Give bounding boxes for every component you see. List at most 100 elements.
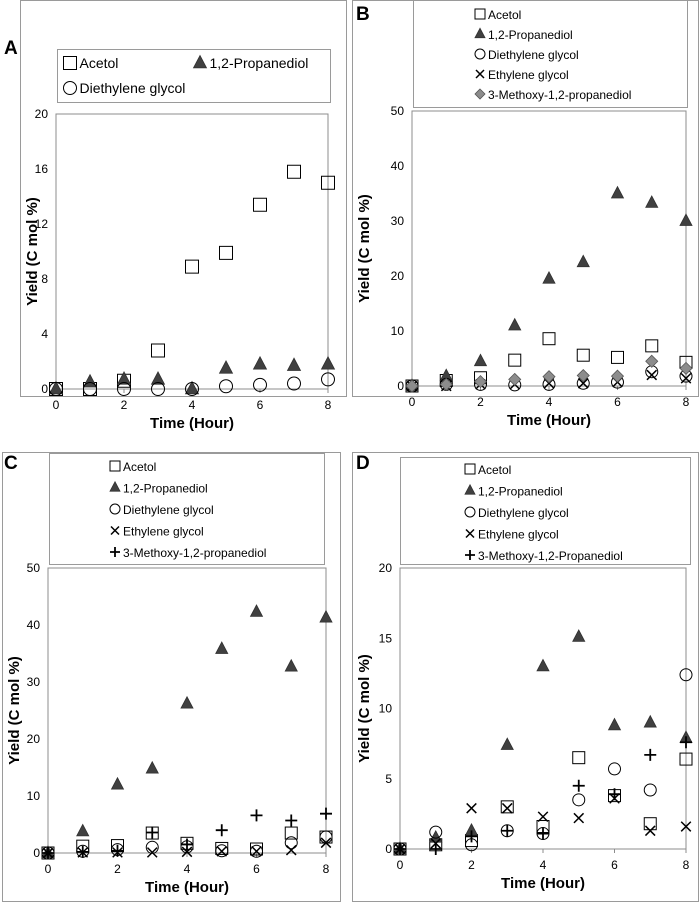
data-point-x xyxy=(680,372,692,384)
data-point-circle xyxy=(679,668,693,682)
chart-panel-b: 0 10 20 30 40 50 0 2 4 6 8 Time (Hour) Yield (C mol … xyxy=(352,0,699,429)
x-axis-title: Time (Hour) xyxy=(501,875,585,892)
chart-frame xyxy=(20,0,347,397)
data-point-plus xyxy=(146,826,159,839)
series-plus xyxy=(394,736,692,855)
data-point-triangle xyxy=(610,185,625,199)
data-point-x xyxy=(680,821,692,832)
data-point-x xyxy=(501,802,513,814)
chart-panel-c: 0 10 20 30 40 50 0 2 4 6 8 Time (Hour) Yield (C mol … xyxy=(2,452,341,902)
x-tick-label: 8 xyxy=(683,395,690,409)
legend-box xyxy=(400,457,691,565)
data-point-diamond xyxy=(542,370,556,384)
data-point-triangle xyxy=(184,380,200,395)
legend-marker-x xyxy=(475,69,485,79)
data-point-triangle xyxy=(320,355,336,370)
x-tick-label: 8 xyxy=(683,858,690,872)
legend-marker-circle xyxy=(474,48,486,60)
data-point-plus xyxy=(215,824,228,837)
data-point-x xyxy=(216,845,228,857)
legend-marker-diamond xyxy=(474,88,486,100)
data-point-diamond xyxy=(473,375,488,389)
y-tick-label: 40 xyxy=(27,618,41,632)
y-tick-label: 0 xyxy=(397,379,404,393)
data-point-triangle xyxy=(536,658,550,672)
x-tick-label: 0 xyxy=(45,862,52,876)
legend-marker-circle xyxy=(464,506,476,518)
legend-label: 3-Methoxy-1,2-Propanediol xyxy=(478,549,623,563)
chart-panel-a: 0 4 8 12 16 20 0 2 4 6 8 Time (Hour) Yield (C mol %)… xyxy=(20,0,347,432)
series-triangle xyxy=(405,185,693,391)
data-point-square xyxy=(321,175,335,190)
legend-label: Diethylene glycol xyxy=(123,503,214,517)
data-point-diamond xyxy=(405,379,419,393)
data-point-plus xyxy=(572,779,585,792)
x-tick-label: 8 xyxy=(323,862,330,876)
x-tick-label: 0 xyxy=(409,395,416,409)
y-tick-label: 12 xyxy=(35,217,49,231)
legend-box xyxy=(49,453,325,565)
data-point-circle xyxy=(572,793,586,807)
data-point-triangle xyxy=(319,609,333,623)
x-tick-label: 2 xyxy=(121,398,128,412)
legend-marker-square xyxy=(109,460,121,472)
y-tick-label: 20 xyxy=(379,561,393,575)
plot-area xyxy=(55,113,329,390)
data-point-triangle xyxy=(150,371,166,385)
data-point-triangle xyxy=(215,641,229,654)
data-point-triangle xyxy=(145,760,159,774)
data-point-plus xyxy=(76,845,89,858)
data-point-x xyxy=(251,845,262,857)
data-point-circle xyxy=(643,783,657,797)
panel-letter: A xyxy=(4,38,18,59)
data-point-triangle xyxy=(76,823,90,837)
data-point-square xyxy=(219,245,233,260)
panel-letter: B xyxy=(356,4,370,25)
data-point-circle xyxy=(287,376,301,391)
legend-label: 3-Methoxy-1,2-propanediol xyxy=(123,546,266,560)
data-point-square xyxy=(643,817,657,831)
legend-marker-plus xyxy=(465,550,475,560)
data-point-triangle xyxy=(110,776,125,790)
y-tick-label: 0 xyxy=(41,382,48,396)
data-point-square xyxy=(253,197,267,212)
y-tick-label: 0 xyxy=(33,846,40,860)
legend-label: 3-Methoxy-1,2-propanediol xyxy=(488,88,631,102)
data-point-square xyxy=(500,800,514,814)
y-tick-label: 0 xyxy=(385,842,392,856)
legend-marker-circle xyxy=(63,81,77,95)
data-point-circle xyxy=(49,382,63,396)
legend-label: Acetol xyxy=(80,55,119,71)
x-axis-title: Time (Hour) xyxy=(145,879,229,896)
data-point-x xyxy=(577,377,589,389)
legend-marker-x xyxy=(110,525,120,536)
series-triangle xyxy=(393,629,693,854)
data-point-diamond xyxy=(645,354,659,368)
series-triangle xyxy=(41,604,333,858)
data-point-square xyxy=(611,350,624,364)
y-tick-label: 5 xyxy=(385,772,392,786)
data-point-plus xyxy=(537,827,549,840)
legend-marker-triangle xyxy=(464,483,476,495)
data-point-plus xyxy=(680,736,692,749)
data-point-square xyxy=(542,332,556,346)
y-tick-label: 30 xyxy=(391,214,405,228)
legend-marker-square xyxy=(474,8,486,20)
legend-marker-circle xyxy=(109,503,121,515)
y-tick-label: 10 xyxy=(391,324,405,338)
y-tick-label: 50 xyxy=(391,104,405,118)
y-axis-title: Yield (C mol %) xyxy=(356,194,373,303)
legend-label: 1,2-Propanediol xyxy=(123,482,208,496)
data-point-x xyxy=(543,377,555,389)
legend-label: 1,2-Propanediol xyxy=(488,28,573,42)
data-point-circle xyxy=(219,379,233,394)
data-point-square xyxy=(572,751,586,765)
legend-label: Acetol xyxy=(478,463,511,477)
data-point-x xyxy=(646,369,658,381)
data-point-triangle xyxy=(542,270,556,284)
data-point-triangle xyxy=(576,254,590,268)
y-tick-label: 20 xyxy=(35,107,49,121)
data-point-triangle xyxy=(180,695,194,709)
legend-label: Ethylene glycol xyxy=(488,68,569,82)
